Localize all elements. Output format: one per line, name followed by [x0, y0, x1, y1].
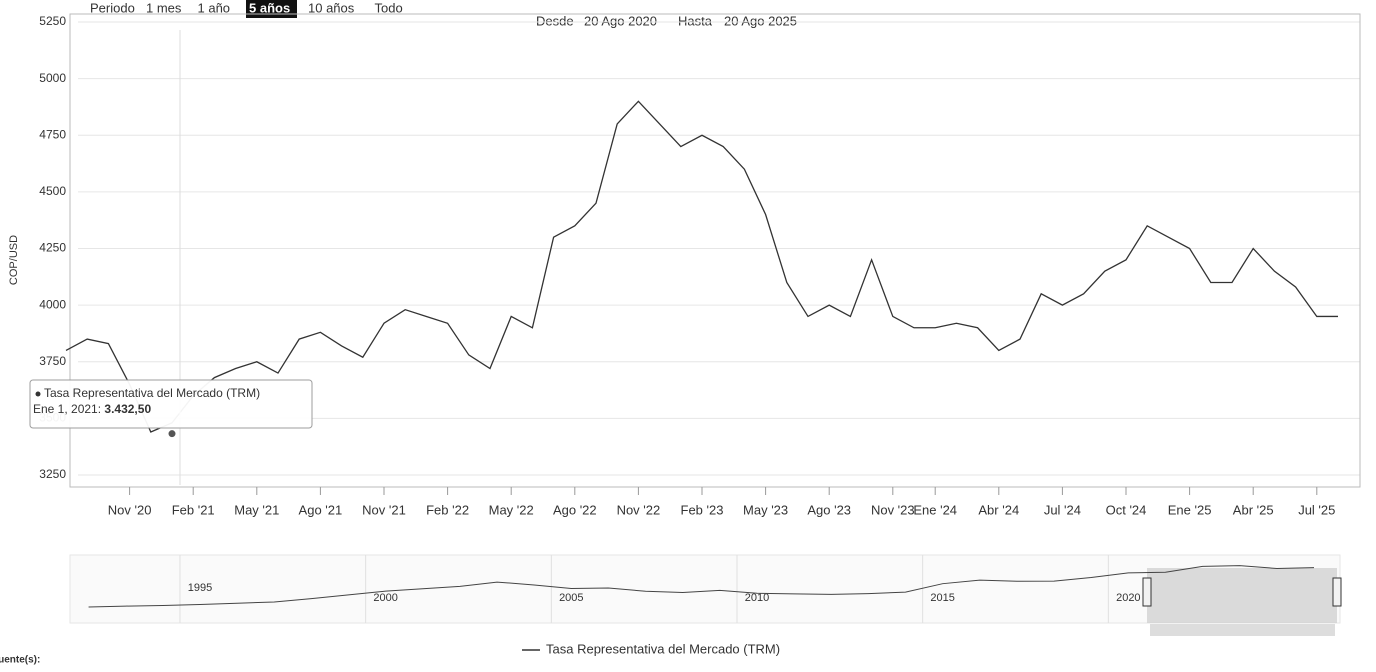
plot-border	[69, 13, 1361, 488]
navigator-tick-label: 2005	[559, 592, 583, 604]
x-tick-label: Nov '20	[108, 502, 152, 517]
x-tick-label: Ago '22	[553, 502, 597, 517]
range-button[interactable]: 5 años	[249, 0, 290, 15]
x-tick-label: Feb '22	[426, 502, 469, 517]
y-tick-label: 4500	[39, 184, 66, 198]
tooltip-series: Tasa Representativa del Mercado (TRM)	[44, 386, 260, 400]
to-label: Hasta	[678, 13, 713, 28]
tooltip-box	[29, 379, 313, 429]
from-label: Desde	[536, 13, 574, 28]
x-tick-label: Abr '25	[1233, 502, 1274, 517]
range-button[interactable]: 10 años	[308, 0, 355, 15]
source-label: Fuente(s):	[0, 655, 40, 666]
x-tick-label: Feb '23	[681, 502, 724, 517]
x-tick-label: Ene '24	[913, 502, 957, 517]
x-tick-label: Oct '24	[1106, 502, 1147, 517]
navigator-handle[interactable]	[1332, 577, 1342, 607]
x-tick-label: Jul '24	[1044, 502, 1081, 517]
range-button[interactable]: 1 año	[198, 0, 231, 15]
x-tick-label: Nov '23	[871, 502, 915, 517]
x-tick-label: Abr '24	[978, 502, 1019, 517]
to-date: 20 Ago 2025	[724, 13, 797, 28]
range-button[interactable]: Todo	[375, 0, 403, 15]
x-tick-label: Ago '21	[299, 502, 343, 517]
y-tick-label: 5250	[39, 14, 66, 28]
y-tick-label: 4250	[39, 241, 66, 255]
data-line	[65, 100, 1338, 433]
tooltip-date: Ene 1, 2021: 3.432,50	[33, 402, 151, 416]
x-tick-label: Ene '25	[1168, 502, 1212, 517]
tooltip-value: 3.432,50	[104, 402, 151, 416]
navigator-scrollbar	[1150, 624, 1335, 636]
navigator-tick-label: 2015	[930, 592, 954, 604]
tooltip-dot	[35, 391, 41, 397]
tooltip-point	[167, 429, 177, 439]
y-tick-label: 4750	[39, 127, 66, 141]
navigator-bg	[69, 554, 1341, 624]
tooltip-date-text: Ene 1, 2021	[33, 402, 98, 416]
y-tick-label: 3750	[39, 354, 66, 368]
navigator-handle[interactable]	[1142, 577, 1152, 607]
x-tick-label: May '22	[489, 502, 534, 517]
navigator-tick-label: 2010	[745, 592, 769, 604]
range-label: Periodo	[90, 0, 135, 15]
y-tick-label: 3250	[39, 467, 66, 481]
x-tick-label: May '23	[743, 502, 788, 517]
y-tick-label: 5000	[39, 71, 66, 85]
x-tick-label: Ago '23	[807, 502, 851, 517]
x-tick-label: Nov '22	[617, 502, 661, 517]
navigator-line	[88, 565, 1315, 608]
x-tick-label: May '21	[234, 502, 279, 517]
x-tick-label: Feb '21	[172, 502, 215, 517]
from-date: 20 Ago 2020	[584, 13, 657, 28]
y-tick-label: 4000	[39, 297, 66, 311]
navigator-tick-label: 2000	[373, 592, 397, 604]
legend-label[interactable]: Tasa Representativa del Mercado (TRM)	[546, 641, 780, 656]
navigator-tick-label: 1995	[188, 582, 212, 594]
y-axis-label: COP/USD	[8, 235, 20, 285]
range-button[interactable]: 1 mes	[146, 0, 182, 15]
navigator-window	[1147, 568, 1337, 623]
x-tick-label: Nov '21	[362, 502, 406, 517]
x-tick-label: Jul '25	[1298, 502, 1335, 517]
navigator-tick-label: 2020	[1116, 592, 1140, 604]
